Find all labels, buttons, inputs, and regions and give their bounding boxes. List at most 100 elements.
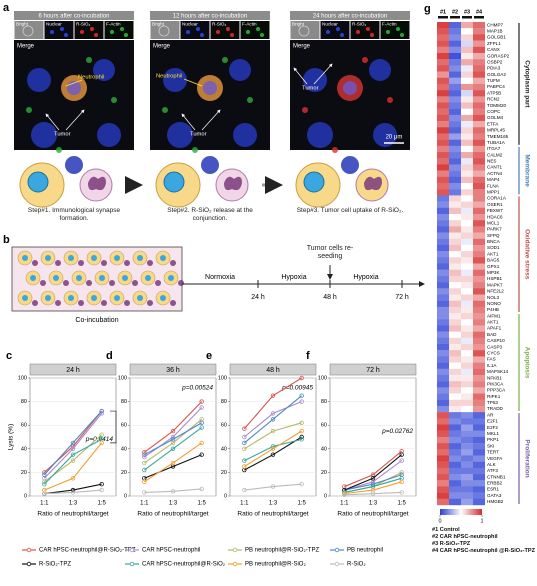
heat-cell (437, 96, 449, 103)
heat-cell (449, 77, 461, 85)
data-point (242, 446, 247, 451)
x-tick-label: 1:3 (169, 501, 178, 507)
data-point (270, 446, 276, 451)
cell-signal (64, 33, 68, 37)
heat-cell (437, 449, 449, 456)
column-label: #1 (440, 9, 446, 15)
heat-cell (449, 207, 461, 215)
heat-cell (473, 164, 485, 171)
heat-cell (461, 96, 473, 103)
heat-cell (449, 492, 461, 500)
heat-cell (461, 467, 473, 475)
cell-outline (298, 25, 310, 37)
column-label: #2 (452, 9, 458, 15)
tumor-nucleus (45, 255, 51, 261)
heat-cell (449, 455, 461, 462)
heat-cell (449, 269, 461, 277)
heat-cell (449, 430, 461, 438)
heat-cell (437, 381, 449, 388)
data-point (142, 452, 147, 457)
heat-cell (449, 195, 461, 202)
panel-letter: a (3, 2, 10, 14)
phase-label: Hypoxia (281, 274, 306, 281)
heat-cell (437, 461, 449, 469)
heat-cell (449, 152, 461, 159)
y-tick-label: 20 (121, 470, 127, 476)
series-line (144, 407, 203, 458)
heat-cell (437, 139, 449, 147)
heat-cell (449, 40, 461, 47)
x-tick-label: 1:3 (369, 501, 378, 507)
gene-label: VEGFA (487, 456, 503, 461)
series-line (344, 454, 403, 491)
data-point (242, 434, 247, 440)
heat-cell (473, 213, 485, 221)
gene-label: MAP4 (487, 177, 500, 182)
heat-cell (437, 71, 449, 78)
tumor-nucleus (114, 255, 120, 261)
series-line (243, 395, 303, 444)
heat-cell (437, 387, 449, 394)
tumor-nucleus (160, 255, 166, 261)
heat-cell (461, 121, 473, 128)
series-line (43, 413, 103, 479)
heat-cell (461, 300, 473, 308)
cell-signal (90, 27, 94, 31)
gene-label: MAP1B (487, 29, 503, 34)
series-line (344, 460, 402, 491)
p-value: p=0.00524 (181, 385, 213, 392)
series-line (344, 450, 403, 488)
heat-cell (449, 176, 461, 184)
data-point (70, 490, 76, 495)
series-line (244, 438, 302, 462)
tumor-label: Tumor (190, 132, 207, 138)
heat-cell (473, 474, 485, 481)
heat-cell (473, 498, 485, 506)
data-point (70, 476, 76, 481)
chart-title: 36 h (166, 367, 180, 374)
nucleus (201, 156, 219, 174)
data-point (399, 452, 404, 457)
data-point (170, 489, 176, 494)
p-value: p=0.0414 (85, 436, 114, 443)
neutrophil-cell (63, 280, 69, 286)
neutrophil-cell (170, 300, 176, 306)
heat-cell (473, 238, 485, 246)
tumor-nucleus (22, 255, 28, 261)
gene-label: PABPC4 (487, 84, 505, 89)
neutrophil-lobes (224, 176, 242, 191)
chart-title: 48 h (266, 367, 280, 374)
heat-cell (437, 133, 449, 140)
heat-cell (473, 455, 485, 462)
heat-cell (449, 331, 461, 339)
heat-cell (461, 244, 473, 252)
heat-cell (473, 269, 485, 277)
chart-title: 24 h (66, 367, 80, 374)
gene-label: SKI (487, 443, 494, 448)
data-point (142, 479, 147, 485)
title-bar (229, 363, 317, 376)
heat-cell (473, 28, 485, 35)
series-line (244, 430, 302, 467)
y-tick-label: 80 (321, 399, 327, 405)
series-line (44, 489, 102, 495)
gene-label: NFE2L2 (487, 289, 504, 294)
heat-cell (461, 139, 473, 147)
cell-signal (256, 27, 260, 31)
tumor-nucleus (53, 275, 59, 281)
column-bar (450, 16, 460, 19)
heat-cell (473, 362, 485, 369)
legend-label: CAR hPSC-neutrophil (142, 548, 200, 554)
nucleus (229, 59, 251, 81)
heat-cell (473, 486, 485, 493)
gene-label: ALK (487, 462, 497, 467)
neutrophil-cell (78, 260, 84, 266)
heat-cell (437, 418, 449, 425)
significance-bracket (110, 410, 117, 444)
y-tick-label: 60 (121, 423, 127, 429)
data-point (99, 487, 104, 493)
cell-signal (356, 30, 360, 34)
x-axis-label: Ratio of neutrophil/target (237, 511, 308, 518)
x-axis-label: Ratio of neutrophil/target (137, 511, 208, 518)
y-axis-label: Lysis (%) (8, 424, 15, 450)
